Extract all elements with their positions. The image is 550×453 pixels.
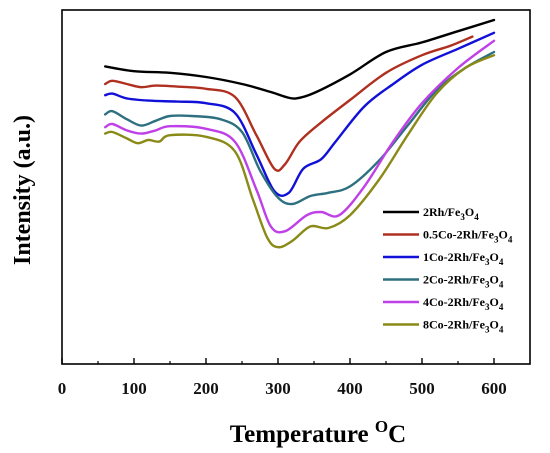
legend: 2Rh/Fe3O4 0.5Co-2Rh/Fe3O4 1Co-2Rh/Fe3O4 2Co… (383, 205, 513, 335)
series-line-4 (104, 39, 496, 234)
x-axis-label-unit: C (388, 421, 406, 448)
x-tick-label-2: 200 (193, 379, 219, 398)
x-axis-label-text: Temperature (230, 421, 369, 448)
x-tick-label-0: 0 (58, 379, 67, 398)
x-axis-label: Temperature OC (230, 417, 406, 448)
plot-frame (61, 9, 531, 365)
legend-label-4: 4Co-2Rh/Fe3O4 (423, 295, 504, 312)
series-line-2 (104, 31, 496, 197)
x-tick-label-5: 500 (409, 379, 435, 398)
series-line-0 (104, 18, 496, 100)
x-axis-ticks (61, 358, 495, 364)
legend-label-2: 1Co-2Rh/Fe3O4 (423, 250, 504, 267)
x-tick-label-3: 300 (265, 379, 291, 398)
x-tick-label-6: 600 (481, 379, 507, 398)
legend-label-0: 2Rh/Fe3O4 (423, 205, 479, 222)
series-layer (104, 18, 496, 249)
series-line-5 (104, 54, 496, 249)
x-tick-label-1: 100 (121, 379, 147, 398)
y-axis-label: Intensity (a.u.) (10, 115, 36, 265)
x-axis-label-sup: O (375, 417, 388, 436)
x-tick-label-4: 400 (337, 379, 363, 398)
legend-label-1: 0.5Co-2Rh/Fe3O4 (423, 228, 513, 245)
series-line-1 (104, 35, 474, 172)
series-line-3 (104, 50, 496, 206)
x-axis-tick-labels: 0 100 200 300 400 500 600 (58, 379, 507, 398)
legend-label-5: 8Co-2Rh/Fe3O4 (423, 318, 504, 335)
legend-label-3: 2Co-2Rh/Fe3O4 (423, 273, 504, 290)
